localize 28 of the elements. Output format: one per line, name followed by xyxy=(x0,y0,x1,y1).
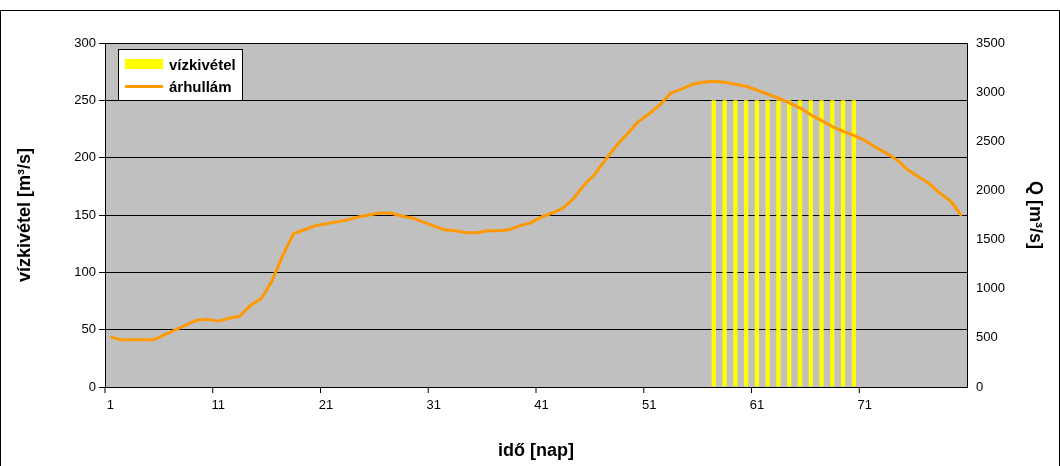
y-tick-label: 300 xyxy=(74,34,96,50)
x-tick-label: 51 xyxy=(641,397,657,413)
y-tick-label: 100 xyxy=(74,263,96,279)
x-tick-label: 31 xyxy=(426,397,441,413)
y-tick-label: 150 xyxy=(74,206,96,222)
y2-tick-label: 500 xyxy=(976,329,998,345)
x-tick-label: 1 xyxy=(106,397,114,413)
y2-tick-label: 0 xyxy=(976,378,984,394)
y2-tick-label: 2000 xyxy=(976,182,1005,198)
y2-axis-title: Q [m³/s] xyxy=(1026,180,1047,250)
x-tick-label: 71 xyxy=(857,397,872,413)
y-tick-label: 50 xyxy=(81,321,96,337)
x-tick-label: 11 xyxy=(211,397,225,413)
y2-tick-label: 2500 xyxy=(976,132,1005,148)
x-tick-label: 61 xyxy=(749,397,765,413)
y-tick-label: 200 xyxy=(74,149,96,165)
y2-tick-label: 1000 xyxy=(976,280,1005,296)
legend-label: árhullám xyxy=(169,77,232,95)
y2-tick-label: 3000 xyxy=(976,83,1005,99)
x-axis-title: idő [nap] xyxy=(498,440,574,461)
x-tick-label: 21 xyxy=(318,397,334,413)
x-tick-label: 41 xyxy=(534,397,549,413)
y-axis-title: vízkivétel [m³/s] xyxy=(13,147,34,283)
y-tick-label: 0 xyxy=(88,378,96,394)
y2-tick-label: 1500 xyxy=(976,231,1005,247)
legend-label: vízkivétel xyxy=(169,55,236,73)
y-tick-label: 250 xyxy=(74,91,96,107)
y2-tick-label: 3500 xyxy=(976,34,1005,50)
